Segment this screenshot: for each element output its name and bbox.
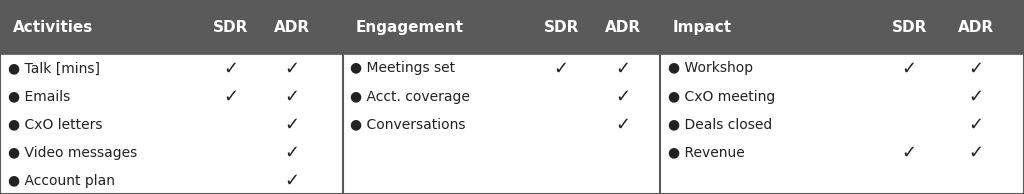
Text: ● Acct. coverage: ● Acct. coverage [350,89,470,104]
FancyBboxPatch shape [0,54,343,194]
Text: ✓: ✓ [969,87,983,106]
Text: ✓: ✓ [969,144,983,162]
Text: ✓: ✓ [969,116,983,134]
Text: ADR: ADR [273,20,310,35]
Text: Activities: Activities [13,20,93,35]
Text: ✓: ✓ [285,87,299,106]
Text: ● Talk [mins]: ● Talk [mins] [8,61,100,75]
Text: SDR: SDR [892,20,927,35]
Text: ✓: ✓ [615,59,630,77]
Text: ● CxO letters: ● CxO letters [8,118,102,132]
Text: ADR: ADR [604,20,641,35]
Text: ● Deals closed: ● Deals closed [668,118,772,132]
Text: ● Workshop: ● Workshop [668,61,753,75]
Text: ● Emails: ● Emails [8,89,71,104]
Text: ✓: ✓ [285,144,299,162]
FancyBboxPatch shape [343,0,660,54]
Text: ● Revenue: ● Revenue [668,146,744,160]
FancyBboxPatch shape [343,54,660,194]
Text: ✓: ✓ [902,59,916,77]
Text: ✓: ✓ [615,87,630,106]
FancyBboxPatch shape [660,54,1024,194]
Text: ● Video messages: ● Video messages [8,146,137,160]
Text: ✓: ✓ [285,59,299,77]
Text: ● Meetings set: ● Meetings set [350,61,456,75]
Text: ✓: ✓ [615,116,630,134]
Text: ✓: ✓ [285,116,299,134]
Text: ● Conversations: ● Conversations [350,118,466,132]
Text: ● CxO meeting: ● CxO meeting [668,89,775,104]
Text: ✓: ✓ [223,59,238,77]
Text: SDR: SDR [213,20,248,35]
Text: ✓: ✓ [285,172,299,190]
Text: ● Account plan: ● Account plan [8,174,115,188]
Text: Engagement: Engagement [355,20,463,35]
Text: ✓: ✓ [223,87,238,106]
Text: Impact: Impact [673,20,732,35]
FancyBboxPatch shape [0,0,343,54]
FancyBboxPatch shape [660,0,1024,54]
Text: ADR: ADR [957,20,994,35]
Text: ✓: ✓ [902,144,916,162]
Text: ✓: ✓ [554,59,568,77]
Text: ✓: ✓ [969,59,983,77]
Text: SDR: SDR [544,20,579,35]
